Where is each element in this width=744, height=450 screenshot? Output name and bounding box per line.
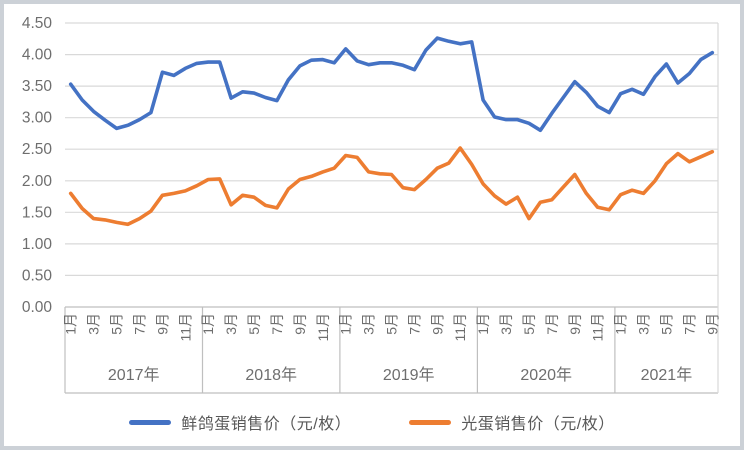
y-axis-label: 0.50 (22, 267, 53, 284)
month-label: 7月 (681, 313, 697, 335)
month-label: 3月 (498, 313, 514, 335)
month-label: 7月 (544, 313, 560, 335)
month-label: 11月 (590, 313, 606, 342)
y-axis-label: 1.00 (22, 236, 53, 253)
y-axis-label: 0.00 (22, 299, 53, 316)
year-label: 2021年 (641, 366, 693, 384)
y-axis-label: 2.50 (22, 141, 53, 158)
month-label: 1月 (63, 313, 79, 335)
month-label: 3月 (636, 313, 652, 335)
y-axis-label: 4.50 (22, 15, 53, 32)
month-label: 7月 (406, 313, 422, 335)
month-label: 3月 (223, 313, 239, 335)
y-axis-label: 4.00 (22, 47, 53, 64)
month-label: 11月 (177, 313, 193, 342)
month-label: 9月 (154, 313, 170, 335)
month-label: 7月 (132, 313, 148, 335)
fresh-pigeon-egg-line-swatch (129, 419, 172, 425)
month-label: 5月 (246, 313, 262, 335)
month-label: 3月 (361, 313, 377, 335)
series-line-0 (68, 36, 715, 133)
light-egg-legend-label: 光蛋销售价（元/枚） (461, 416, 615, 433)
month-label: 1月 (475, 313, 491, 335)
month-label: 5月 (658, 313, 674, 335)
year-label: 2020年 (520, 366, 572, 384)
y-axis-label: 2.00 (22, 173, 53, 190)
year-label: 2017年 (108, 366, 160, 384)
month-label: 9月 (567, 313, 583, 335)
legend-item-light-egg: 光蛋销售价（元/枚） (409, 410, 614, 434)
month-label: 3月 (86, 313, 102, 335)
month-label: 1月 (200, 313, 216, 335)
light-egg-line-swatch (409, 419, 452, 425)
month-label: 9月 (429, 313, 445, 335)
fresh-pigeon-egg-legend-label: 鲜鸽蛋销售价（元/枚） (181, 416, 352, 433)
month-label: 11月 (452, 313, 468, 342)
month-label: 5月 (109, 313, 125, 335)
month-label: 1月 (613, 313, 629, 335)
y-axis-label: 3.00 (22, 110, 53, 127)
year-label: 2018年 (245, 366, 297, 384)
legend-item-fresh-pigeon-egg: 鲜鸽蛋销售价（元/枚） (129, 410, 351, 434)
month-label: 11月 (315, 313, 331, 342)
month-label: 5月 (384, 313, 400, 335)
month-label: 9月 (292, 313, 308, 335)
month-label: 1月 (338, 313, 354, 335)
month-label: 9月 (704, 313, 720, 335)
series-line-1 (68, 146, 715, 227)
y-axis-label: 3.50 (22, 78, 53, 95)
year-label: 2019年 (383, 366, 435, 384)
y-axis-label: 1.50 (22, 204, 53, 221)
month-label: 7月 (269, 313, 285, 335)
month-label: 5月 (521, 313, 537, 335)
chart-legend: 鲜鸽蛋销售价（元/枚） 光蛋销售价（元/枚） (4, 410, 740, 434)
